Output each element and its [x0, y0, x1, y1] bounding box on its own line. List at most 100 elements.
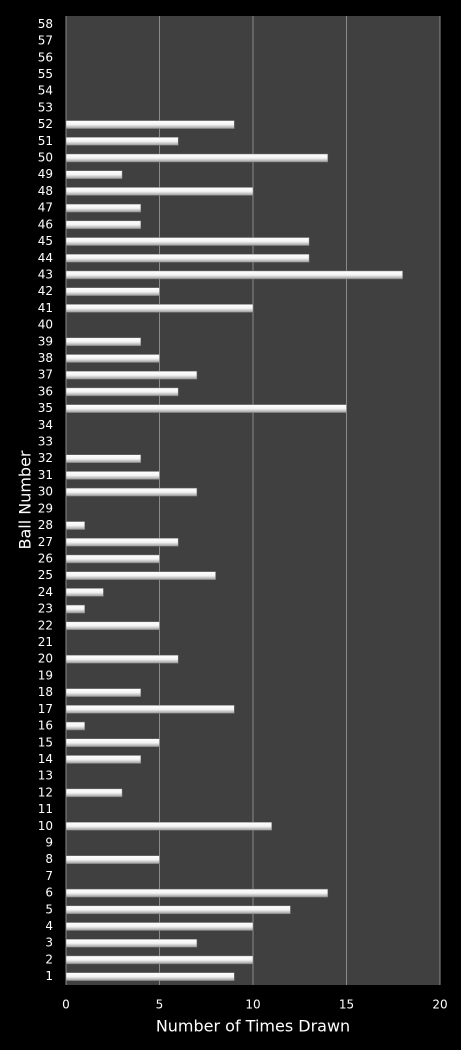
y-axis-label: Ball Number — [16, 450, 35, 549]
y-tick-label: 44 — [38, 251, 53, 265]
y-tick-label: 33 — [38, 435, 53, 449]
bar — [65, 287, 160, 296]
x-tick-label: 20 — [432, 998, 447, 1012]
bar — [65, 621, 160, 631]
bar — [65, 588, 104, 597]
y-tick-label: 30 — [38, 485, 53, 499]
y-tick-label: 14 — [38, 752, 53, 766]
y-tick-label: 16 — [38, 719, 53, 733]
y-tick-label: 28 — [38, 518, 53, 532]
y-tick-label: 18 — [38, 685, 53, 699]
y-tick-label: 34 — [38, 418, 53, 432]
bar — [65, 354, 160, 363]
bar — [65, 120, 235, 129]
x-tick-label: 5 — [156, 998, 164, 1012]
y-tick-label: 23 — [38, 602, 53, 616]
bar — [65, 721, 85, 731]
bar — [65, 705, 235, 714]
bar — [65, 370, 198, 380]
bar — [65, 270, 403, 280]
y-tick-label: 36 — [38, 384, 53, 398]
bar — [65, 822, 272, 831]
y-tick-label: 52 — [38, 117, 53, 131]
y-tick-label: 4 — [45, 919, 53, 933]
bar — [65, 938, 198, 948]
y-tick-label: 57 — [38, 34, 53, 48]
bar — [65, 137, 179, 146]
bar — [65, 220, 142, 230]
bar — [65, 153, 329, 163]
bar — [65, 170, 123, 179]
bar — [65, 404, 347, 413]
bar — [65, 738, 160, 747]
y-tick-label: 43 — [38, 267, 53, 281]
x-tick-label: 15 — [339, 998, 354, 1012]
bar — [65, 688, 142, 697]
y-tick-label: 38 — [38, 351, 53, 365]
bar — [65, 387, 179, 397]
y-tick-label: 2 — [45, 952, 53, 966]
bar — [65, 905, 291, 915]
y-tick-label: 41 — [38, 301, 53, 315]
y-tick-label: 50 — [38, 151, 53, 165]
y-tick-label: 31 — [38, 468, 53, 482]
y-tick-label: 8 — [45, 852, 53, 866]
y-tick-label: 13 — [38, 769, 53, 783]
bar — [65, 454, 142, 463]
bar — [65, 471, 160, 480]
y-tick-label: 37 — [38, 368, 53, 382]
bar — [65, 922, 254, 931]
y-tick-label: 49 — [38, 167, 53, 181]
bar — [65, 955, 254, 965]
y-tick-label: 29 — [38, 501, 53, 515]
y-tick-label: 12 — [38, 785, 53, 799]
y-tick-label: 15 — [38, 735, 53, 749]
y-tick-label: 17 — [38, 702, 53, 716]
y-tick-label: 32 — [38, 451, 53, 465]
bar — [65, 254, 310, 263]
y-tick-label: 10 — [38, 819, 53, 833]
y-tick-label: 24 — [38, 585, 53, 599]
y-tick-label: 35 — [38, 401, 53, 415]
y-tick-label: 53 — [38, 100, 53, 114]
bar — [65, 855, 160, 864]
bar — [65, 888, 329, 898]
bar — [65, 203, 142, 213]
bar — [65, 654, 179, 664]
bar — [65, 237, 310, 246]
bar — [65, 604, 85, 614]
y-tick-label: 7 — [45, 869, 53, 883]
y-tick-label: 39 — [38, 334, 53, 348]
y-tick-label: 56 — [38, 50, 53, 64]
bar — [65, 554, 160, 564]
y-tick-label: 3 — [45, 936, 53, 950]
y-tick-label: 5 — [45, 902, 53, 916]
x-axis-label: Number of Times Drawn — [156, 1017, 350, 1036]
bar — [65, 487, 198, 497]
y-tick-label: 20 — [38, 652, 53, 666]
bar — [65, 187, 254, 196]
bar — [65, 337, 142, 347]
bar — [65, 571, 216, 580]
y-tick-label: 45 — [38, 234, 53, 248]
bar — [65, 972, 235, 981]
bar — [65, 538, 179, 547]
y-tick-label: 1 — [45, 969, 53, 983]
y-tick-label: 21 — [38, 635, 53, 649]
y-tick-label: 9 — [45, 835, 53, 849]
y-tick-label: 55 — [38, 67, 53, 81]
x-tick-label: 10 — [245, 998, 260, 1012]
bar — [65, 304, 254, 313]
y-tick-label: 22 — [38, 618, 53, 632]
y-tick-label: 58 — [38, 17, 53, 31]
y-tick-label: 51 — [38, 134, 53, 148]
y-tick-label: 46 — [38, 217, 53, 231]
y-tick-label: 54 — [38, 84, 53, 98]
y-tick-label: 11 — [38, 802, 53, 816]
bar — [65, 755, 142, 764]
y-tick-label: 27 — [38, 535, 53, 549]
y-tick-label: 25 — [38, 568, 53, 582]
y-tick-label: 40 — [38, 318, 53, 332]
y-tick-label: 26 — [38, 551, 53, 565]
